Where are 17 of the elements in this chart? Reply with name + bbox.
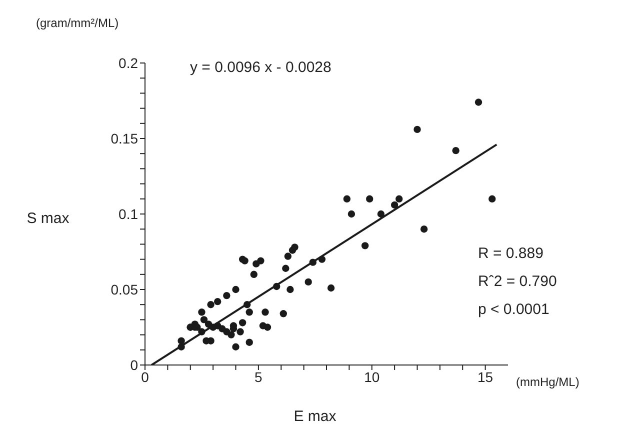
y-tick-label: 0.05: [110, 281, 138, 298]
x-tick-label: 10: [364, 368, 380, 385]
text: (gram/mm²/ML): [36, 16, 119, 30]
y-tick-label: 0: [130, 356, 138, 373]
annotation: p < 0.0001: [478, 301, 550, 318]
y-axis-title: S max: [26, 210, 70, 227]
y-tick-label: 0.2: [118, 54, 138, 71]
x-tick-label: 0: [141, 368, 150, 385]
annotation: R = 0.889: [478, 245, 544, 262]
text: (mmHg/ML): [516, 375, 580, 389]
annotation: Rˆ2 = 0.790: [478, 273, 557, 290]
x-tick-label: 15: [478, 368, 494, 385]
y-tick-label: 0.15: [110, 130, 138, 146]
x-axis-title: E max: [292, 408, 338, 425]
annotation: y = 0.0096 x - 0.0028: [190, 59, 332, 76]
x-tick-label: 5: [254, 368, 263, 385]
y-tick-label: 0.1: [118, 206, 138, 222]
